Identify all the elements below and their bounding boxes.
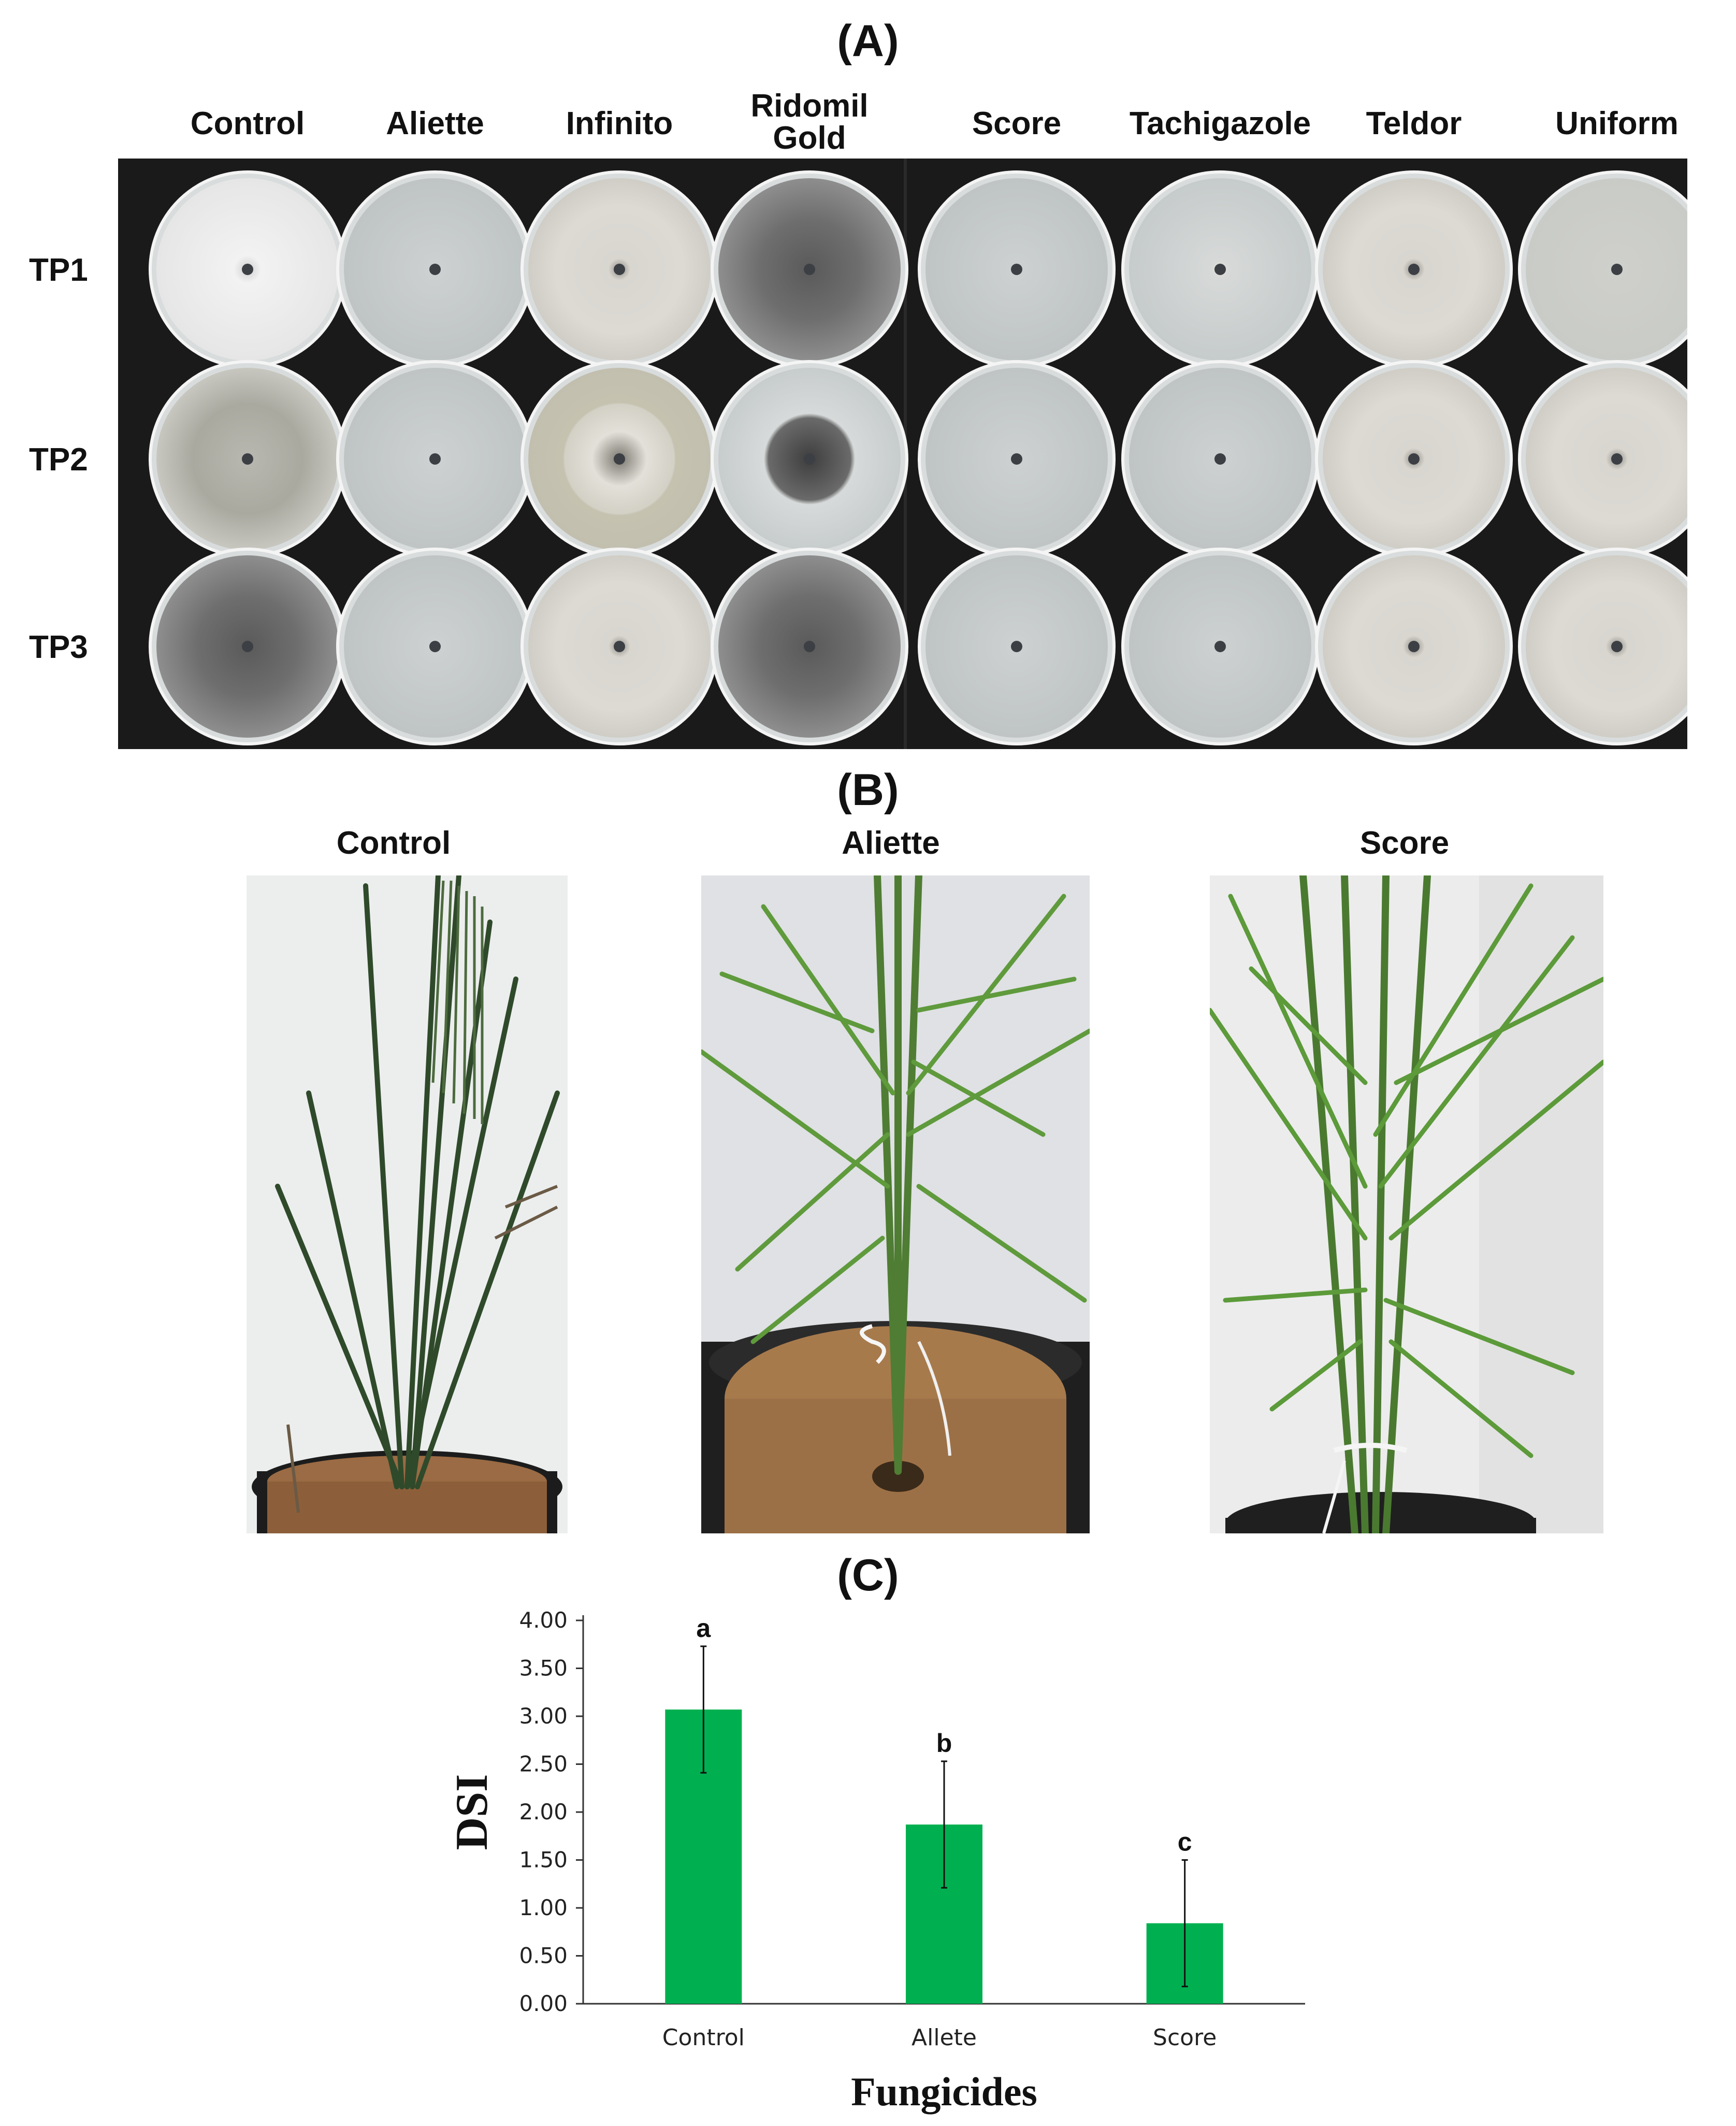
panel-label-c: (C) [837, 1550, 899, 1600]
petri-plate-inoculum [1011, 264, 1022, 275]
x-axis-title: Fungicides [851, 2069, 1037, 2114]
petri-plate-inoculum [614, 641, 625, 652]
petri-plate-inoculum [804, 641, 815, 652]
y-tick-label: 3.00 [519, 1703, 568, 1729]
petri-plate-inoculum [614, 453, 625, 465]
significance-letter: a [696, 1614, 711, 1643]
y-tick-label: 0.50 [519, 1943, 568, 1969]
plate-row-label: TP3 [29, 629, 88, 665]
petri-plate-inoculum [1611, 453, 1623, 465]
petri-plate-inoculum [614, 264, 625, 275]
x-tick-label: Control [662, 2024, 745, 2051]
y-axis-title: DSI [447, 1774, 497, 1850]
petri-plate-inoculum [1408, 453, 1420, 465]
y-tick-label: 0.00 [519, 1991, 568, 2016]
significance-letter: c [1178, 1828, 1192, 1857]
petri-plate-culture [1526, 368, 1687, 550]
panel-label-a: (A) [837, 16, 899, 66]
plant-title-score: Score [1359, 825, 1450, 861]
petri-plate-culture [1526, 178, 1687, 361]
petri-plate-inoculum [242, 264, 253, 275]
plant-photo-score [1210, 875, 1603, 1533]
plant-title-aliette: Aliette [842, 825, 940, 861]
panel-label-b: (B) [837, 765, 899, 815]
plate-row-label: TP1 [29, 252, 88, 288]
petri-plate-inoculum [804, 264, 815, 275]
y-tick-label: 2.50 [519, 1751, 568, 1777]
petri-plate-inoculum [242, 641, 253, 652]
plant-title-control: Control [336, 825, 451, 861]
petri-plate-inoculum [1408, 641, 1420, 652]
petri-plate-inoculum [1011, 641, 1022, 652]
plant-photo-control [247, 875, 568, 1533]
x-tick-label: Allete [912, 2024, 977, 2051]
plate-column-header: Score [972, 106, 1062, 141]
plate-column-header: Uniform [1555, 106, 1679, 141]
petri-plate-inoculum [429, 264, 441, 275]
bar [665, 1710, 742, 2004]
petri-plates-photo [118, 159, 1687, 749]
bar [906, 1825, 982, 2004]
petri-plate-inoculum [1408, 264, 1420, 275]
plate-column-header: Teldor [1366, 106, 1462, 141]
y-tick-label: 2.00 [519, 1799, 568, 1825]
y-tick-label: 1.00 [519, 1895, 568, 1920]
petri-plate-culture [1526, 555, 1687, 738]
plate-row-label: TP2 [29, 442, 88, 478]
petri-plate-inoculum [1611, 264, 1623, 275]
petri-plate-inoculum [1214, 453, 1226, 465]
plate-column-header: Aliette [386, 106, 484, 141]
petri-plate-inoculum [1611, 641, 1623, 652]
significance-letter: b [936, 1729, 952, 1758]
petri-plate-inoculum [242, 453, 253, 465]
petri-plate-inoculum [1214, 641, 1226, 652]
petri-plate-inoculum [429, 453, 441, 465]
plate-column-header: Infinito [566, 106, 673, 141]
bar [1146, 1923, 1223, 2004]
y-tick-label: 1.50 [519, 1847, 568, 1873]
plant-photo-aliette [701, 875, 1090, 1533]
plate-column-header: Tachigazole [1129, 106, 1311, 141]
petri-plate-inoculum [1011, 453, 1022, 465]
plate-column-header: Ridomil Gold [750, 88, 869, 156]
x-tick-label: Score [1153, 2024, 1217, 2051]
petri-plate-inoculum [804, 453, 815, 465]
y-tick-label: 4.00 [519, 1607, 568, 1633]
plate-column-header: Control [190, 106, 305, 141]
petri-plate-inoculum [1214, 264, 1226, 275]
petri-plate-inoculum [429, 641, 441, 652]
y-tick-label: 3.50 [519, 1656, 568, 1681]
